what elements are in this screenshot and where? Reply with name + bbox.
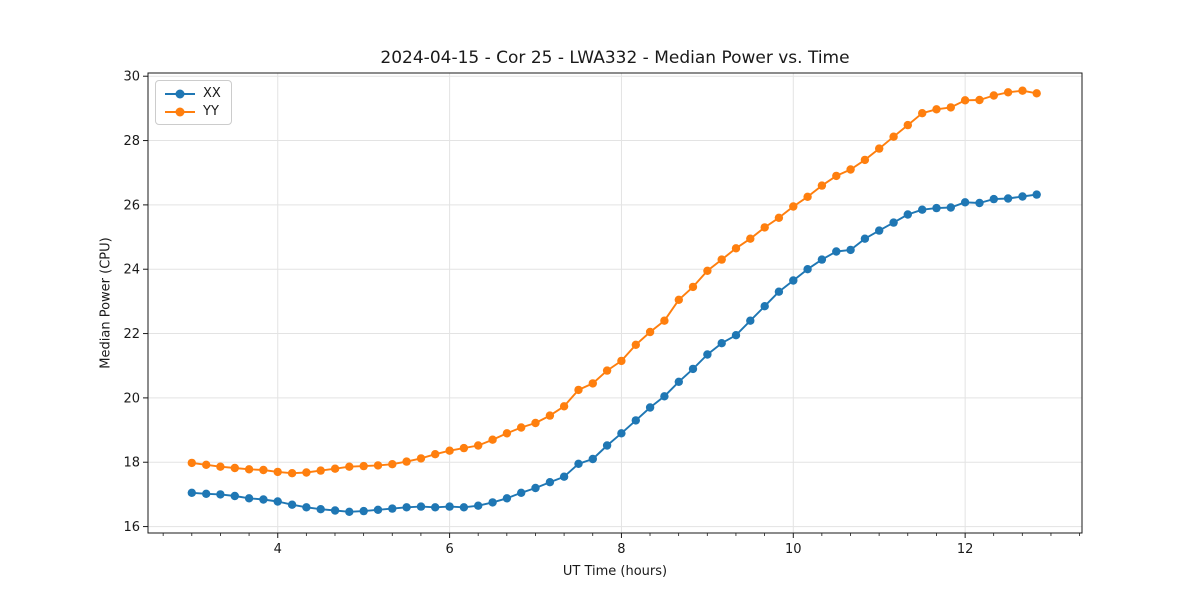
legend-label-xx: XX <box>203 86 221 101</box>
svg-text:20: 20 <box>123 391 140 406</box>
svg-text:4: 4 <box>274 542 282 557</box>
legend-swatch-xx-icon <box>165 89 195 98</box>
legend-swatch-yy-icon <box>165 107 195 116</box>
y-axis-label: Median Power (CPU) <box>98 237 114 369</box>
svg-text:26: 26 <box>123 198 140 213</box>
legend-item-xx: XX <box>164 86 221 101</box>
svg-text:28: 28 <box>123 134 140 149</box>
legend-item-yy: YY <box>164 104 221 119</box>
chart-title: 2024-04-15 - Cor 25 - LWA332 - Median Po… <box>380 48 850 68</box>
svg-text:30: 30 <box>123 70 140 85</box>
x-axis-label: UT Time (hours) <box>562 564 668 579</box>
legend-label-yy: YY <box>203 104 219 119</box>
legend: XX YY <box>155 80 232 125</box>
svg-text:22: 22 <box>123 327 140 342</box>
svg-text:6: 6 <box>445 542 453 557</box>
svg-text:18: 18 <box>123 456 140 471</box>
svg-text:12: 12 <box>957 542 974 557</box>
svg-text:10: 10 <box>785 542 802 557</box>
svg-text:24: 24 <box>123 263 140 278</box>
svg-text:8: 8 <box>617 542 625 557</box>
svg-text:16: 16 <box>123 520 140 535</box>
